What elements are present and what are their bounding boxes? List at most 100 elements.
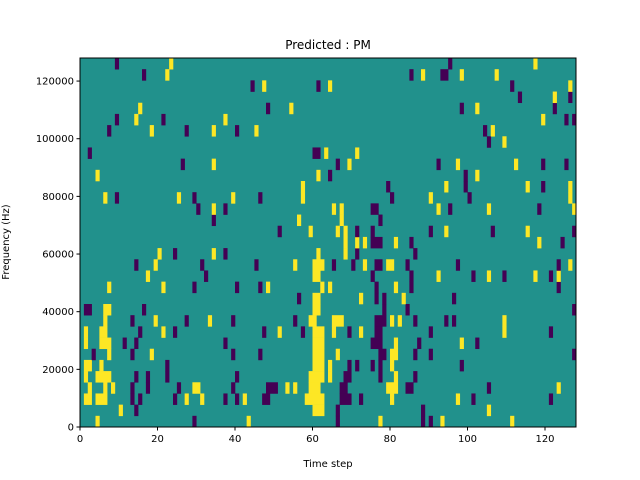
heatmap-cell bbox=[421, 415, 426, 428]
heatmap-cell bbox=[347, 158, 352, 171]
heatmap-cell bbox=[83, 393, 92, 405]
heatmap-cell bbox=[568, 80, 573, 92]
heatmap-cell bbox=[510, 80, 515, 92]
heatmap-cell bbox=[490, 225, 495, 238]
heatmap-cell bbox=[374, 315, 387, 327]
heatmap-cell bbox=[87, 382, 92, 394]
heatmap-cell bbox=[436, 203, 441, 215]
heatmap-cell bbox=[293, 315, 298, 327]
heatmap-cell bbox=[91, 348, 96, 361]
heatmap-cell bbox=[556, 382, 561, 394]
heatmap-cell bbox=[347, 359, 352, 372]
heatmap-cell bbox=[382, 304, 387, 316]
heatmap-cell bbox=[262, 326, 267, 338]
heatmap-cell bbox=[343, 248, 348, 260]
heatmap-cell bbox=[312, 259, 325, 271]
heatmap-cell bbox=[134, 113, 139, 126]
heatmap-cell bbox=[455, 158, 461, 171]
heatmap-cell bbox=[331, 315, 344, 327]
heatmap-cell bbox=[475, 169, 480, 182]
heatmap-cell bbox=[173, 393, 178, 405]
heatmap-cell bbox=[223, 393, 228, 405]
heatmap-cell bbox=[235, 281, 240, 294]
heatmap-cell bbox=[83, 326, 89, 338]
heatmap-cell bbox=[130, 393, 135, 405]
heatmap-cell bbox=[459, 337, 464, 350]
heatmap-cell bbox=[533, 58, 538, 70]
heatmap-cell bbox=[537, 236, 542, 249]
heatmap-cell bbox=[390, 359, 395, 372]
heatmap-cell bbox=[486, 203, 492, 215]
heatmap-cell bbox=[165, 371, 170, 383]
heatmap-cell bbox=[145, 371, 151, 383]
heatmap-cell bbox=[390, 393, 395, 405]
heatmap-cell bbox=[444, 315, 449, 327]
heatmap-cell bbox=[370, 270, 375, 282]
heatmap-cell bbox=[421, 69, 426, 81]
heatmap-cell bbox=[254, 259, 259, 271]
heatmap-cell bbox=[176, 382, 182, 394]
heatmap-cell bbox=[134, 404, 139, 417]
heatmap-cell bbox=[552, 91, 557, 104]
heatmap-cell bbox=[359, 393, 364, 405]
heatmap-cell bbox=[289, 102, 294, 115]
heatmap-cell bbox=[556, 270, 561, 282]
x-tick-label: 80 bbox=[384, 434, 397, 445]
heatmap-cell bbox=[355, 147, 360, 159]
heatmap-cell bbox=[308, 382, 321, 394]
heatmap-cell bbox=[448, 203, 453, 215]
heatmap-cell bbox=[378, 415, 383, 428]
heatmap-cell bbox=[421, 404, 426, 417]
heatmap-cell bbox=[107, 125, 112, 137]
heatmap-cell bbox=[153, 315, 158, 327]
heatmap-cell bbox=[231, 382, 236, 394]
x-tick-label: 60 bbox=[306, 434, 319, 445]
heatmap-cell bbox=[145, 382, 151, 394]
heatmap-cell bbox=[386, 382, 399, 394]
x-axis-label: Time step bbox=[302, 459, 352, 470]
heatmap-cell bbox=[393, 371, 399, 383]
heatmap-cell bbox=[548, 326, 554, 338]
heatmap-cell bbox=[510, 415, 515, 428]
heatmap-cell bbox=[192, 415, 197, 428]
heatmap-cell bbox=[316, 80, 321, 92]
heatmap-cell bbox=[200, 259, 205, 271]
heatmap-cell bbox=[103, 382, 108, 394]
heatmap-cell bbox=[83, 371, 89, 383]
heatmap-cell bbox=[568, 181, 573, 193]
heatmap-cell bbox=[548, 270, 554, 282]
heatmap-cell bbox=[459, 69, 464, 81]
heatmap-cell bbox=[405, 382, 414, 394]
heatmap-cell bbox=[386, 181, 391, 193]
heatmap-cell bbox=[475, 102, 480, 115]
heatmap-cell bbox=[343, 236, 348, 249]
heatmap-cell bbox=[409, 270, 414, 282]
heatmap-cell bbox=[266, 281, 271, 294]
heatmap-cell bbox=[370, 359, 375, 372]
heatmap-cell bbox=[165, 69, 170, 81]
heatmap-cell bbox=[343, 225, 348, 238]
x-tick-label: 120 bbox=[535, 434, 554, 445]
heatmap-cell bbox=[475, 337, 480, 350]
heatmap-cell bbox=[572, 113, 577, 126]
heatmap-cell bbox=[502, 270, 507, 282]
x-axis: 0 20 40 60 80 100 120 bbox=[77, 427, 555, 445]
heatmap-cell bbox=[173, 326, 178, 338]
heatmap-cell bbox=[161, 113, 166, 126]
plot-frame bbox=[79, 57, 577, 428]
x-tick-label: 0 bbox=[77, 434, 83, 445]
heatmap-cell bbox=[560, 236, 565, 249]
heatmap-cell bbox=[192, 382, 201, 394]
heatmap-cell bbox=[483, 125, 488, 137]
y-tick-label: 0 bbox=[68, 423, 74, 434]
heatmap-cell bbox=[114, 58, 120, 70]
y-tick-label: 40000 bbox=[42, 307, 74, 318]
heatmap-cell bbox=[351, 259, 356, 271]
heatmap-cell bbox=[463, 181, 468, 193]
heatmap-cell bbox=[312, 359, 325, 372]
heatmap-cell bbox=[405, 259, 410, 271]
heatmap-cell bbox=[277, 225, 282, 238]
heatmap-cell bbox=[308, 225, 313, 238]
heatmap-cell bbox=[176, 192, 182, 204]
heatmap-cell bbox=[440, 69, 449, 81]
